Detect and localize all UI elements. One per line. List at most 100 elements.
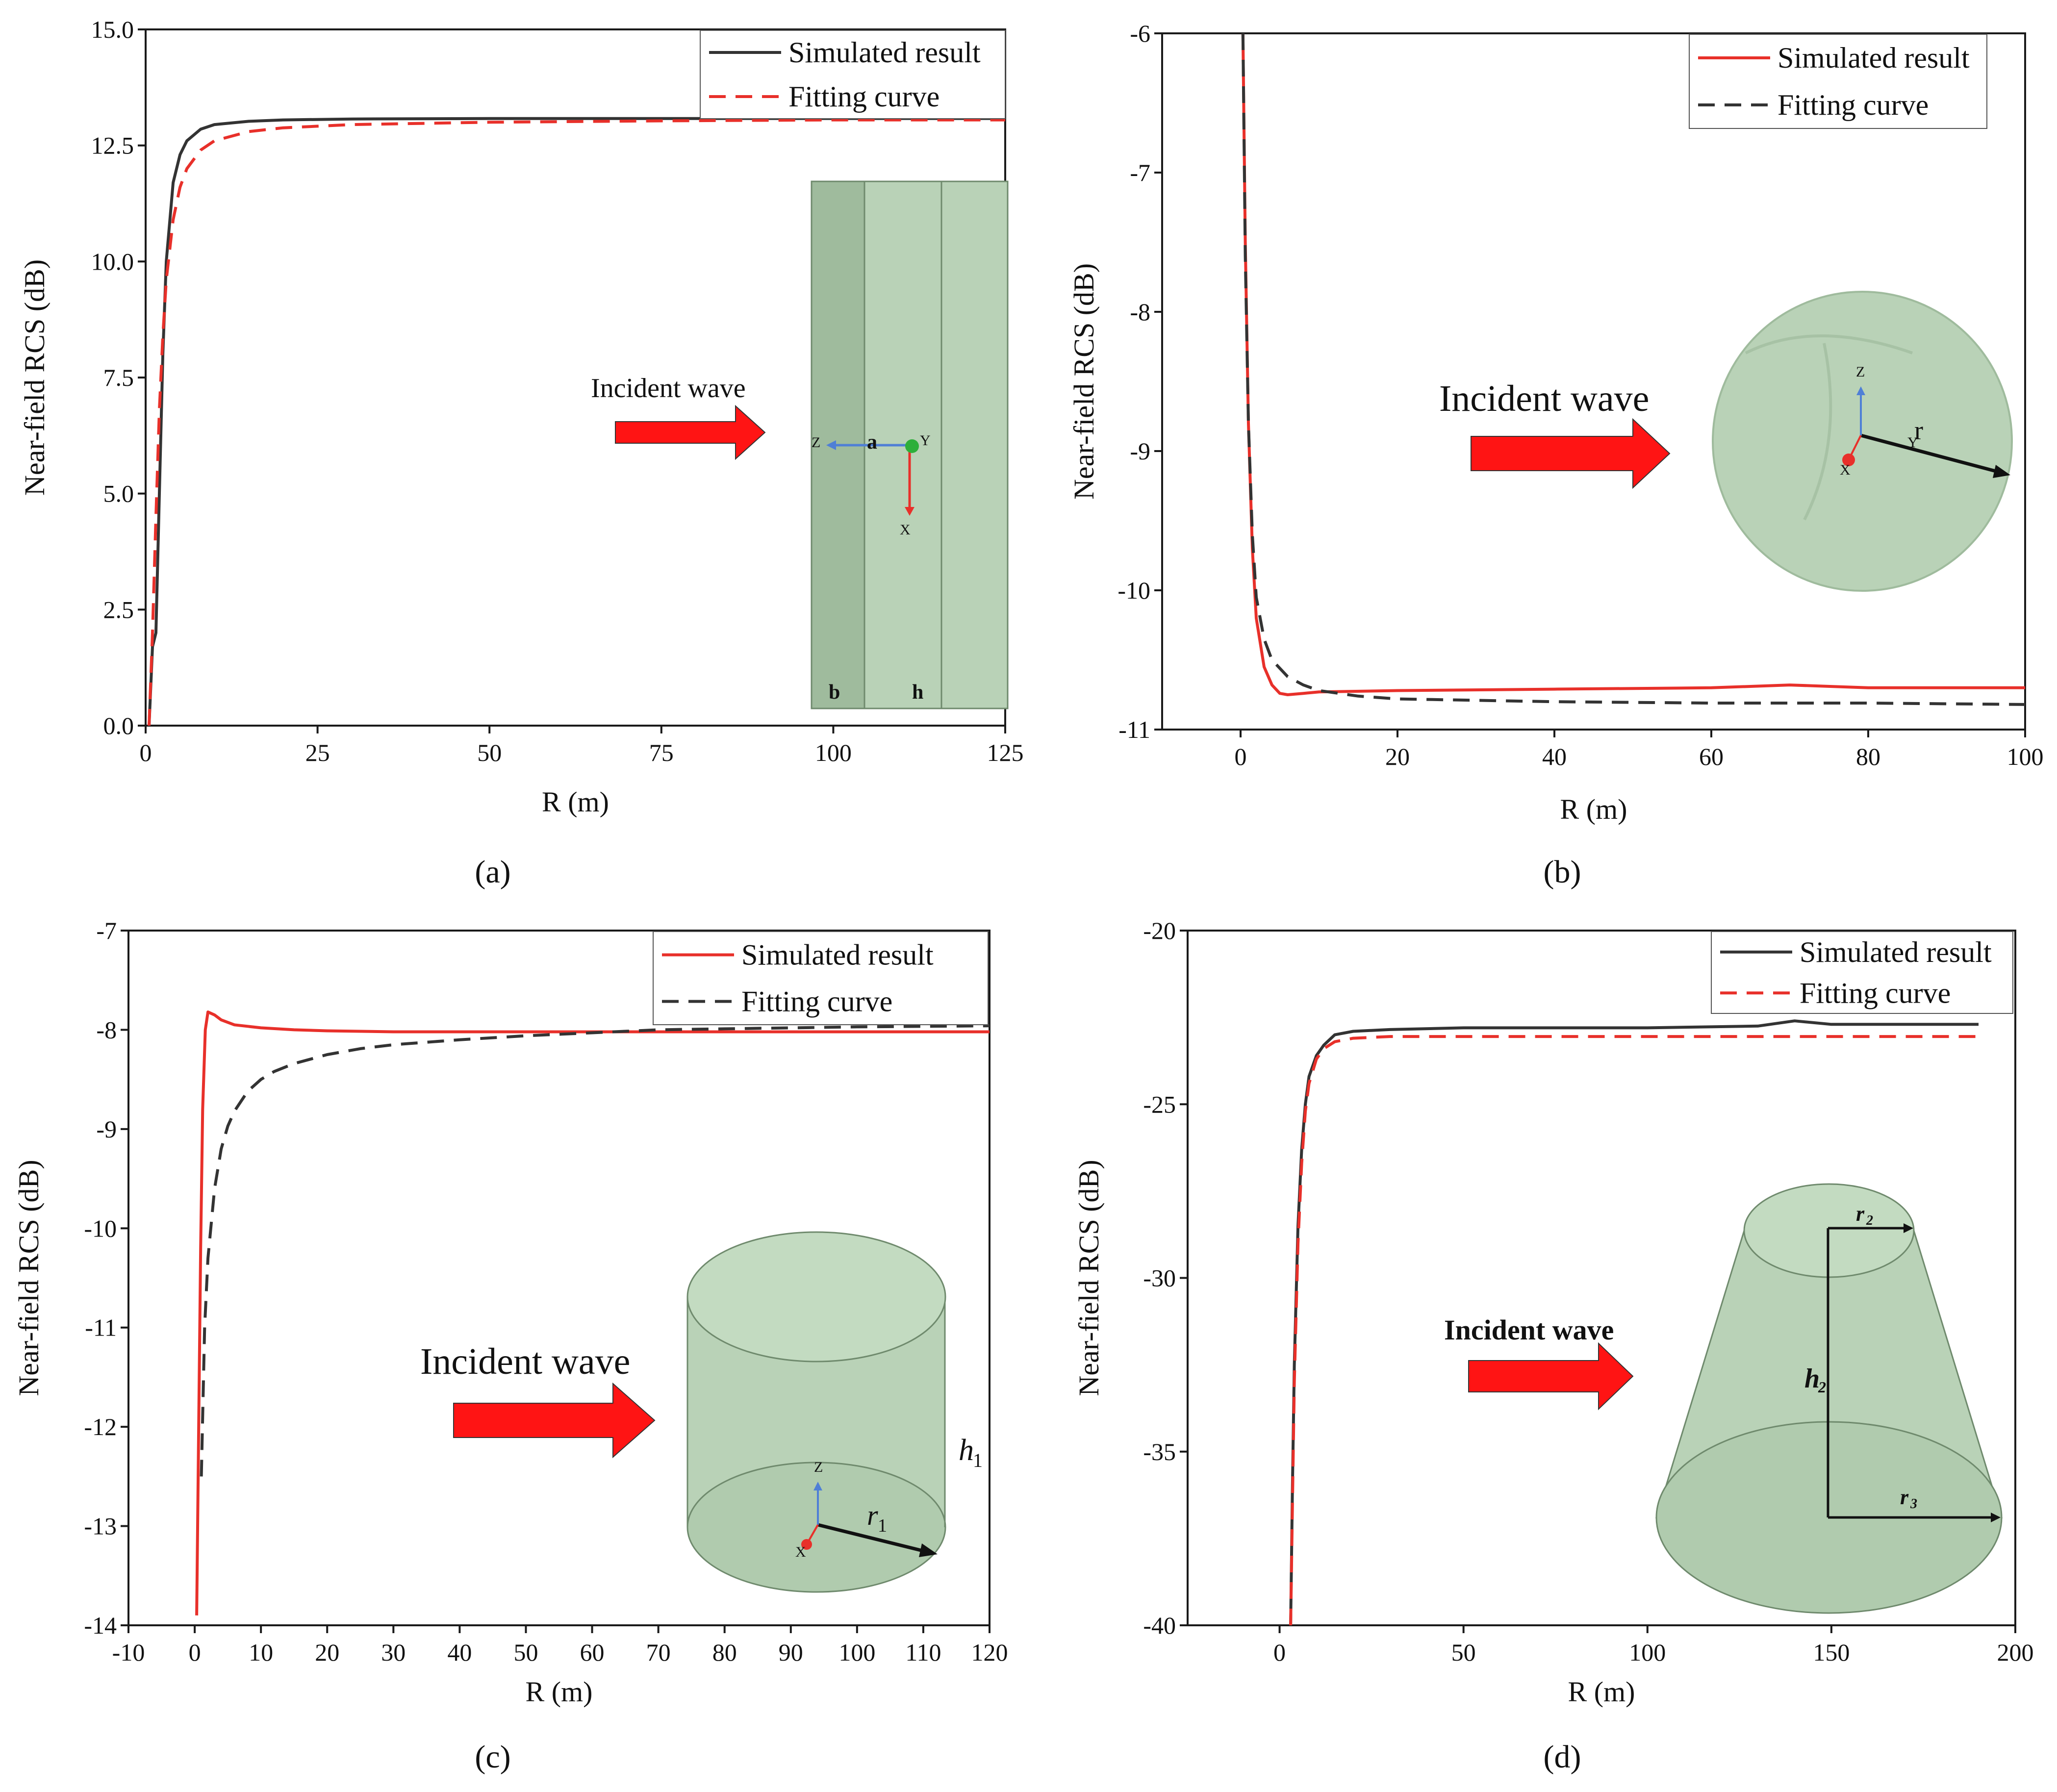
series-line-fitting-curve xyxy=(200,1024,990,1477)
x-tick-label: 150 xyxy=(1813,1639,1850,1666)
dim-label-r2-subscript: 2 xyxy=(1866,1213,1873,1228)
sphere-shade-line xyxy=(1745,334,1913,354)
x-axis-title: R (m) xyxy=(542,786,609,818)
panel-d-inset: r 2 h 2 r 3 Incident wave xyxy=(1444,1183,2003,1614)
legend-box xyxy=(700,30,1006,119)
y-tick-label: -30 xyxy=(1143,1264,1176,1292)
x-axis-label: X xyxy=(1840,462,1851,478)
series-line-simulated-result xyxy=(1241,33,2025,696)
y-tick-label: -11 xyxy=(85,1314,117,1341)
y-tick-label: -14 xyxy=(84,1612,117,1639)
y-tick-label: -10 xyxy=(1117,577,1150,604)
x-tick-label: 60 xyxy=(1699,743,1724,770)
x-tick-label: 40 xyxy=(447,1639,472,1666)
dim-label-h2: h xyxy=(1804,1363,1820,1394)
y-tick-label: 12.5 xyxy=(91,132,134,159)
y-tick-label: 5.0 xyxy=(103,480,134,507)
legend-box xyxy=(1689,34,1987,129)
y-axis-title: Near-field RCS (dB) xyxy=(1068,263,1100,500)
y-axis-title: Near-field RCS (dB) xyxy=(1073,1160,1105,1396)
x-tick-label: 50 xyxy=(513,1639,538,1666)
radius-arrow xyxy=(1860,433,2004,475)
dim-label-r: r xyxy=(1914,416,1923,445)
y-axis-label: Y xyxy=(920,432,931,449)
incident-wave-label: Incident wave xyxy=(1444,1314,1614,1346)
incident-wave-label: Incident wave xyxy=(591,373,746,404)
series-line-simulated-result xyxy=(148,117,1005,726)
series-group xyxy=(1289,1019,1979,1625)
y-tick-label: 15.0 xyxy=(91,16,134,43)
y-tick-label: -25 xyxy=(1143,1090,1176,1118)
z-axis-arrowhead xyxy=(826,440,836,450)
panel-b-plot: 0 20 40 60 80 100 -11 -10 -9 -8 -7 -6 R (m) Near-fiel… xyxy=(1068,20,2044,825)
x-axis-label: X xyxy=(795,1544,806,1560)
x-axis-arrowhead xyxy=(905,507,914,516)
y-tick-label: -11 xyxy=(1118,716,1150,743)
legend-entry: Simulated result xyxy=(788,36,981,69)
incident-wave-label: Incident wave xyxy=(1439,378,1649,419)
series-group xyxy=(148,117,1005,726)
x-tick-label: 80 xyxy=(1856,743,1880,770)
incident-wave-arrow xyxy=(1468,1342,1634,1411)
y-tick-label: -7 xyxy=(96,917,117,944)
panel-c-caption: (c) xyxy=(475,1739,510,1775)
x-axis-title: R (m) xyxy=(526,1676,593,1708)
dim-label-h2-subscript: 2 xyxy=(1818,1378,1826,1396)
top-radius-arrowhead xyxy=(1904,1223,1913,1233)
y-tick-label: -9 xyxy=(96,1115,117,1143)
series-group xyxy=(195,1010,990,1615)
y-tick-label: 10.0 xyxy=(91,248,134,275)
x-tick-label: 125 xyxy=(987,739,1024,766)
panel-a: 0 25 50 75 100 125 0.0 2.5 5.0 7.5 10.0 12.5 15.0 R (… xyxy=(19,16,1024,890)
x-tick-label: 90 xyxy=(779,1639,803,1666)
z-axis-label: Z xyxy=(814,1459,823,1475)
y-tick-label: 7.5 xyxy=(103,364,134,391)
legend-entry: Fitting curve xyxy=(1800,977,1951,1009)
x-tick-label: 100 xyxy=(815,739,852,766)
panel-a-inset: Z Y X a b h Incident wave xyxy=(591,180,1009,709)
y-tick-label: -7 xyxy=(1130,159,1150,186)
incident-wave-label: Incident wave xyxy=(420,1341,630,1382)
x-tick-label: 80 xyxy=(712,1639,737,1666)
panel-c: -10 0 10 20 30 40 50 60 70 80 90 100 110 120 -14 -13 -12… xyxy=(13,917,1008,1775)
panel-b-caption: (b) xyxy=(1544,854,1581,890)
legend-entry: Fitting curve xyxy=(741,985,892,1018)
panel-d: 0 50 100 150 200 -40 -35 -30 -25 -20 R (m) Near-fie… xyxy=(1073,917,2034,1775)
y-tick-label: -12 xyxy=(84,1413,117,1440)
series-group xyxy=(1241,33,2025,706)
legend-box xyxy=(1711,931,2013,1014)
dim-label-r-subscript: 1 xyxy=(878,1515,887,1536)
x-tick-label: 30 xyxy=(381,1639,406,1666)
y-axis-label: Y xyxy=(1907,434,1918,451)
legend-box xyxy=(653,931,989,1025)
panel-a-caption: (a) xyxy=(475,854,510,890)
y-axis-title: Near-field RCS (dB) xyxy=(19,259,51,496)
z-axis-label: Z xyxy=(1856,364,1865,380)
x-tick-label: 20 xyxy=(1385,743,1410,770)
radius-arrowhead xyxy=(1993,465,2010,478)
sphere-body xyxy=(1712,291,2013,592)
y-tick-label: -40 xyxy=(1143,1612,1176,1639)
panel-d-plot: 0 50 100 150 200 -40 -35 -30 -25 -20 R (m) Near-fie… xyxy=(1073,917,2034,1708)
y-tick-label: -8 xyxy=(1130,298,1150,326)
x-tick-label: 75 xyxy=(649,739,674,766)
radius-arrow xyxy=(817,1523,927,1554)
radius-arrowhead xyxy=(919,1543,938,1557)
y-tick-label: -35 xyxy=(1143,1438,1176,1465)
x-tick-label: 0 xyxy=(140,739,152,766)
legend-entry: Simulated result xyxy=(1800,936,1992,968)
panel-c-plot: -10 0 10 20 30 40 50 60 70 80 90 100 110 120 -14 -13 -12… xyxy=(13,917,1008,1708)
x-tick-label: 100 xyxy=(838,1639,875,1666)
dim-label-r: r xyxy=(867,1499,878,1531)
plot-frame xyxy=(127,930,990,1626)
x-axis-title: R (m) xyxy=(1568,1676,1635,1708)
panel-b-inset: Z Y X r Incident wave xyxy=(1439,291,2013,592)
x-tick-label: 100 xyxy=(1629,1639,1666,1666)
x-tick-label: 60 xyxy=(580,1639,605,1666)
z-axis-arrowhead xyxy=(813,1482,822,1490)
x-tick-label: -10 xyxy=(112,1639,145,1666)
series-line-fitting-curve xyxy=(1241,33,2025,706)
legend-entry: Fitting curve xyxy=(1778,89,1929,121)
x-tick-label: 50 xyxy=(477,739,502,766)
